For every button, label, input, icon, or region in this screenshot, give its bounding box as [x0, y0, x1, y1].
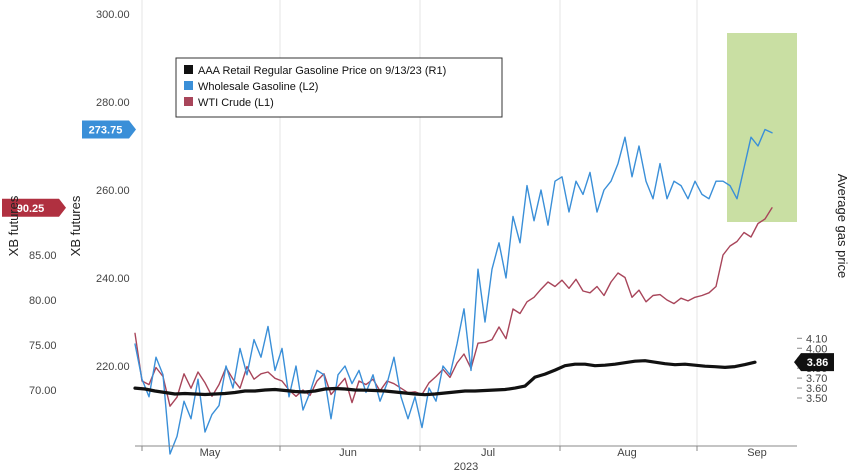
legend: AAA Retail Regular Gasoline Price on 9/1…	[175, 57, 503, 118]
left-axis-tick: 300.00	[96, 9, 130, 21]
right-axis-tick: 3.60	[806, 383, 827, 395]
left-axis-tick: 220.00	[96, 361, 130, 373]
x-tick-label-jun: Jun	[339, 447, 357, 459]
left-axis-tick: 280.00	[96, 97, 130, 109]
aaa-value-badge-text: 3.86	[807, 357, 828, 369]
legend-entry: WTI Crude (L1)	[198, 97, 274, 109]
far-left-axis-tick: 85.00	[29, 250, 57, 262]
legend-entry: AAA Retail Regular Gasoline Price on 9/1…	[198, 65, 446, 77]
x-axis-year-label: 2023	[454, 461, 478, 473]
tick-labels: May Jun Jul Aug Sep 220.00 240.00 260.00 280.00 3…	[29, 9, 827, 459]
wholesale-value-badge-shape	[82, 120, 136, 139]
series-line-wholesale-gasoline-l2	[134, 128, 773, 455]
far-left-axis-tick: 70.00	[29, 385, 57, 397]
wholesale-value-badge: 273.75	[82, 120, 136, 139]
right-axis-tick: 3.70	[806, 373, 827, 385]
left-axis-tick: 240.00	[96, 273, 130, 285]
wti-value-badge-shape	[2, 198, 66, 217]
far-left-axis-title: XB futures	[6, 195, 21, 256]
x-tick-label-may: May	[200, 447, 221, 459]
wti-value-badge-text: 90.25	[17, 203, 45, 215]
right-axis-tick: 3.50	[806, 393, 827, 405]
legend-swatch	[184, 97, 193, 106]
left-axis-tick: 260.00	[96, 185, 130, 197]
x-tick-label-sep: Sep	[747, 447, 767, 459]
right-axis-title: Average gas price	[835, 174, 848, 279]
x-tick-label-aug: Aug	[617, 447, 637, 459]
right-axis-tick: 4.00	[806, 343, 827, 355]
left-axis-title: XB futures	[68, 195, 83, 256]
legend-swatch	[184, 81, 193, 90]
series-line-wti-crude-l1	[134, 207, 773, 407]
wholesale-value-badge-text: 273.75	[89, 125, 123, 137]
legend-entry: Wholesale Gasoline (L2)	[198, 81, 318, 93]
wti-value-badge: 90.25	[2, 198, 66, 217]
value-badges: 90.25 273.75 3.86	[2, 120, 834, 372]
far-left-axis-tick: 75.00	[29, 340, 57, 352]
legend-swatch	[184, 65, 193, 74]
legend-box	[175, 57, 503, 118]
series-lines	[133, 128, 773, 455]
right-axis-tick: 4.10	[806, 333, 827, 345]
series-line-aaa-retail-regular-gasoline-price-on-9-13-23-r1	[133, 359, 757, 397]
x-tick-label-jul: Jul	[481, 447, 495, 459]
aaa-value-badge-shape	[794, 353, 834, 372]
far-left-axis-tick: 80.00	[29, 295, 57, 307]
aaa-value-badge: 3.86	[794, 353, 834, 372]
